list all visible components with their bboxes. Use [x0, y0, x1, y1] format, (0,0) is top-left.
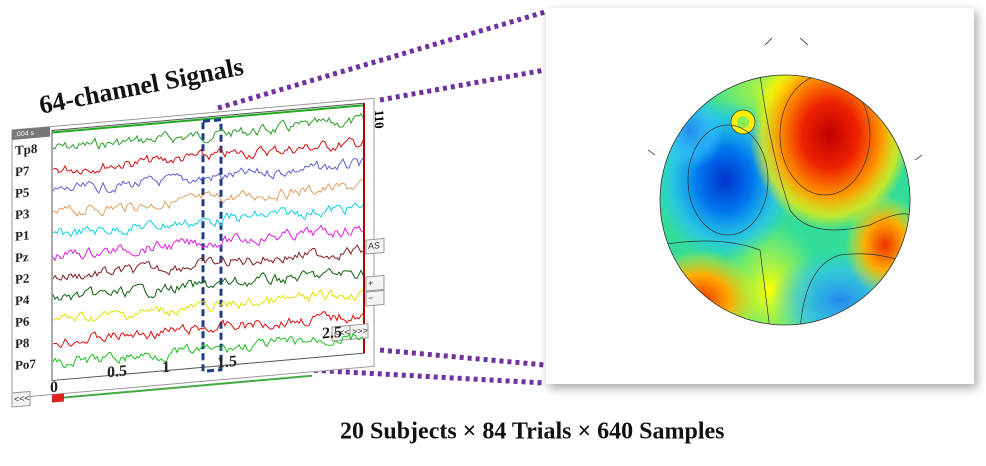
- channel-label: P7: [15, 163, 30, 179]
- time-tick: 0.5: [107, 363, 127, 382]
- time-tick: 2.5: [322, 324, 342, 343]
- channel-label: Tp8: [15, 141, 38, 158]
- time-tick: 1.5: [217, 353, 237, 372]
- time-tick: 1: [162, 359, 170, 377]
- channel-label: P8: [15, 335, 30, 351]
- channel-label: Pz: [15, 249, 29, 265]
- channel-label: P5: [15, 184, 30, 200]
- time-tick: 0: [50, 379, 58, 397]
- button-label: <<<: [14, 393, 30, 404]
- figure: .004 s 110 AS+−<<<>>><<< Tp8P7P5P3P1PzP2…: [0, 0, 986, 461]
- channel-label: P3: [15, 206, 30, 222]
- channel-label: P4: [15, 292, 30, 308]
- title: 64-channel Signals: [37, 52, 246, 120]
- caption: 20 Subjects × 84 Trials × 640 Samples: [340, 419, 725, 445]
- button-label: −: [368, 293, 373, 303]
- channel-label: P2: [15, 270, 29, 286]
- eeg-panel: .004 s 110 AS+−<<<>>><<< Tp8P7P5P3P1PzP2…: [12, 97, 387, 407]
- scale-label: 110: [372, 109, 387, 130]
- button-label: +: [368, 278, 373, 288]
- button-label: AS: [368, 240, 380, 251]
- channel-label: P6: [15, 313, 30, 329]
- channel-label: Po7: [15, 356, 36, 373]
- channel-label: P1: [15, 227, 29, 243]
